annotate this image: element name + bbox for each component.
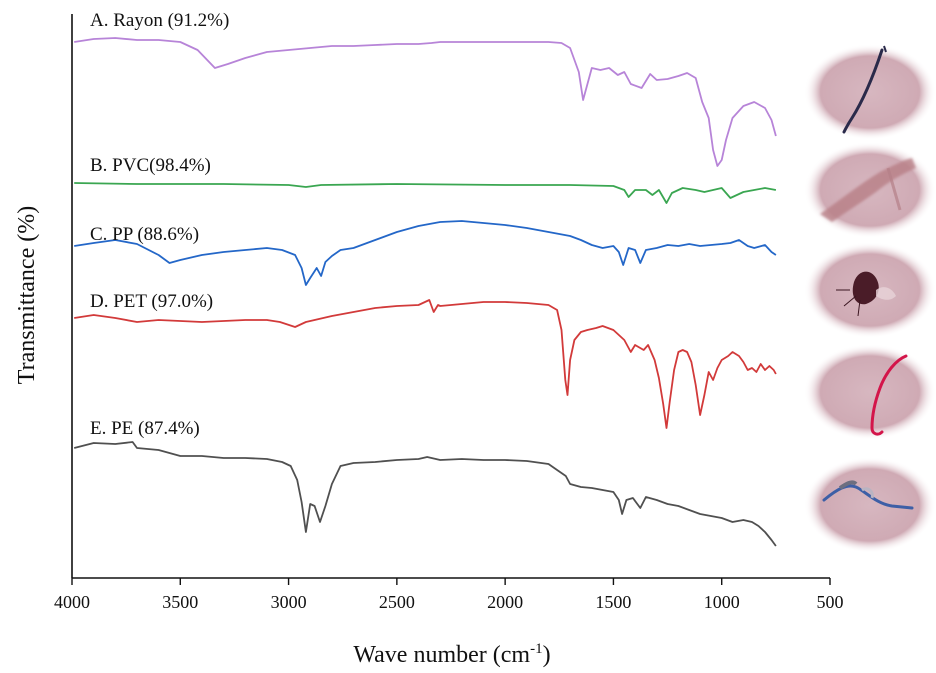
series-label-rayon: A. Rayon (91.2%) — [90, 10, 229, 31]
series-label-pet: D. PET (97.0%) — [90, 291, 213, 312]
x-tick-label: 1000 — [704, 592, 740, 612]
x-axis-title-close: ) — [543, 642, 551, 668]
x-tick-label: 3000 — [271, 592, 307, 612]
x-axis-title-sup: -1 — [530, 641, 543, 657]
sample-photo-pet — [804, 344, 936, 440]
x-tick-label: 4000 — [54, 592, 90, 612]
series-label-pp: C. PP (88.6%) — [90, 224, 199, 245]
x-tick-label: 500 — [817, 592, 844, 612]
series-line-0 — [74, 37, 777, 167]
x-tick-label: 1500 — [595, 592, 631, 612]
sample-photo-rayon — [804, 44, 936, 140]
x-tick-label: 2500 — [379, 592, 415, 612]
series-label-pe: E. PE (87.4%) — [90, 418, 200, 439]
series-line-3 — [74, 299, 777, 429]
x-axis-title: Wave number (cm-1) — [353, 641, 550, 668]
sample-photo-pp — [804, 242, 936, 338]
x-axis-ticks: 4000 3500 3000 2500 2000 1500 1000 500 — [54, 578, 844, 612]
series-line-1 — [74, 182, 777, 204]
series-line-2 — [74, 220, 777, 286]
x-tick-label: 3500 — [162, 592, 198, 612]
x-axis-title-main: Wave number (cm — [353, 642, 530, 668]
spectra-group — [73, 37, 777, 547]
sample-photo-pvc — [804, 142, 936, 238]
y-axis-title: Transmittance (%) — [14, 206, 40, 384]
series-label-pvc: B. PVC(98.4%) — [90, 155, 211, 176]
sample-photo-pe — [804, 457, 936, 553]
x-tick-label: 2000 — [487, 592, 523, 612]
series-line-4 — [73, 441, 777, 547]
